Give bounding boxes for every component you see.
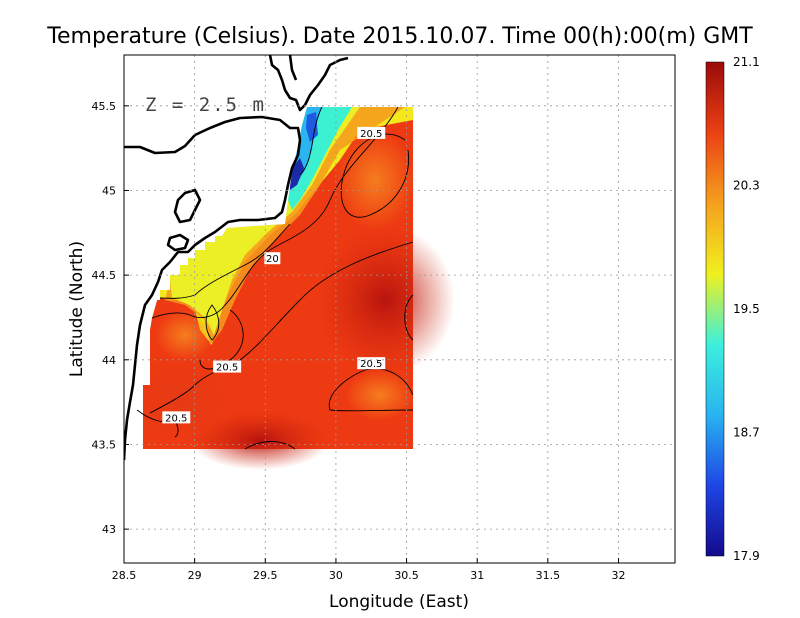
coastline — [124, 55, 349, 461]
x-tick-label: 31.5 — [536, 569, 561, 582]
contour-east-edge — [404, 294, 414, 341]
depth-annotation: Z = 2.5 m — [145, 94, 266, 116]
colorbar-tick-label: 18.7 — [733, 426, 760, 440]
x-tick-label: 31 — [470, 569, 484, 582]
contour-label: 20 — [266, 254, 279, 265]
x-axis-label: Longitude (East) — [329, 592, 469, 612]
contour-south-loop — [244, 441, 296, 450]
contour-20-5-inner-loop — [199, 309, 244, 370]
coastline-north-2 — [288, 55, 298, 81]
y-axis-label: Latitude (North) — [67, 241, 87, 377]
y-tick-label: 44 — [102, 354, 116, 367]
contour-label-box — [213, 360, 242, 373]
colorbar: 21.1 20.3 19.5 18.7 17.9 — [705, 55, 760, 563]
contour-20-5-diagonal — [149, 241, 414, 414]
warm-spot-se — [345, 370, 415, 420]
y-tick-label: 43.5 — [92, 438, 117, 451]
plot-frame — [123, 54, 676, 564]
warm-spot-ne — [335, 130, 415, 230]
y-tick-label: 44.5 — [92, 269, 117, 282]
hot-spot-sw — [124, 355, 240, 445]
contour-20-mid — [159, 223, 291, 299]
contour-20-inner-loop — [205, 304, 220, 341]
contour-label-box — [357, 126, 386, 139]
contour-label: 20.5 — [360, 129, 382, 140]
contour-label-box — [162, 411, 191, 424]
colorbar-tick-label: 21.1 — [733, 55, 760, 69]
y-tick-label: 45 — [102, 184, 116, 197]
coastline-lagoon — [173, 188, 202, 224]
chart-title: Temperature (Celsius). Date 2015.10.07. … — [46, 24, 753, 49]
colorbar-tick-label: 17.9 — [733, 549, 760, 563]
colorbar-scale — [705, 61, 725, 557]
colorbar-tick-labels: 21.1 20.3 19.5 18.7 17.9 — [733, 55, 760, 563]
x-tick-label: 29.5 — [253, 569, 278, 582]
grid — [124, 55, 675, 563]
x-tick-label: 30.5 — [394, 569, 419, 582]
y-tick-label: 45.5 — [92, 100, 117, 113]
contour-label: 20.5 — [360, 359, 382, 370]
colorbar-tick-label: 20.3 — [733, 179, 760, 193]
coastline-lagoon-2 — [166, 233, 190, 252]
y-tick-labels: 43 43.5 44 44.5 45 45.5 — [92, 100, 129, 536]
contour-label: 20.5 — [165, 413, 187, 424]
contour-20-5-se-loop — [328, 368, 414, 412]
coastline-main — [124, 115, 302, 461]
x-tick-label: 29 — [188, 569, 202, 582]
contour-label-box — [264, 252, 281, 265]
x-tick-labels: 28.5 29 29.5 30 30.5 31 31.5 32 — [112, 558, 625, 582]
contour-label: 20.5 — [216, 363, 238, 374]
x-tick-label: 32 — [611, 569, 625, 582]
hot-spot-east — [315, 225, 455, 375]
x-tick-label: 30 — [329, 569, 343, 582]
colorbar-tick-label: 19.5 — [733, 302, 760, 316]
x-tick-label: 28.5 — [112, 569, 137, 582]
coastline-north — [268, 55, 349, 112]
warm-spot-w — [155, 310, 215, 360]
contour-20-5-north — [151, 106, 399, 319]
contour-lines — [136, 106, 414, 450]
cold-region-blue — [306, 112, 318, 142]
y-tick-label: 43 — [102, 523, 116, 536]
contour-20-north — [299, 106, 323, 176]
